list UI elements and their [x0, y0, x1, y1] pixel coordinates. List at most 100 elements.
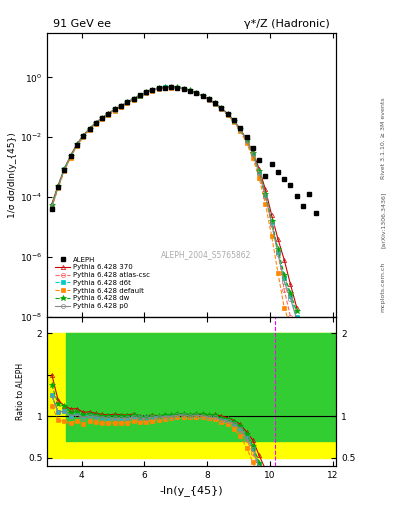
Pythia 6.428 d6t: [56, 184, 61, 190]
Pythia 6.428 dw: [50, 202, 54, 208]
ALEPH: [263, 173, 268, 179]
ALEPH: [244, 134, 249, 140]
Pythia 6.428 default: [194, 90, 198, 96]
Pythia 6.428 p0: [156, 86, 161, 92]
ALEPH: [87, 126, 92, 132]
Pythia 6.428 370: [112, 106, 117, 112]
Pythia 6.428 atlas-csc: [213, 101, 217, 107]
X-axis label: -ln(y_{45}): -ln(y_{45}): [160, 485, 223, 496]
Pythia 6.428 atlas-csc: [294, 323, 299, 329]
Pythia 6.428 dw: [125, 99, 130, 105]
ALEPH: [231, 117, 236, 123]
Pythia 6.428 atlas-csc: [119, 103, 123, 110]
Pythia 6.428 d6t: [138, 93, 142, 99]
Pythia 6.428 d6t: [144, 90, 149, 96]
Pythia 6.428 default: [263, 201, 268, 207]
Pythia 6.428 370: [119, 103, 123, 109]
Pythia 6.428 d6t: [112, 106, 117, 113]
Pythia 6.428 p0: [263, 193, 268, 199]
Pythia 6.428 p0: [144, 90, 149, 96]
ALEPH: [313, 209, 318, 216]
Pythia 6.428 atlas-csc: [87, 126, 92, 132]
Pythia 6.428 atlas-csc: [125, 99, 130, 105]
ALEPH: [156, 86, 161, 92]
Pythia 6.428 p0: [244, 137, 249, 143]
Pythia 6.428 370: [94, 119, 98, 125]
ALEPH: [200, 93, 205, 99]
Pythia 6.428 default: [131, 97, 136, 103]
Y-axis label: Ratio to ALEPH: Ratio to ALEPH: [16, 363, 25, 420]
Pythia 6.428 dw: [156, 86, 161, 92]
Line: Pythia 6.428 dw: Pythia 6.428 dw: [49, 84, 299, 314]
Pythia 6.428 370: [244, 136, 249, 142]
Pythia 6.428 default: [182, 86, 186, 92]
Pythia 6.428 370: [250, 149, 255, 155]
Pythia 6.428 370: [294, 305, 299, 311]
Pythia 6.428 370: [68, 152, 73, 158]
Pythia 6.428 dw: [294, 308, 299, 314]
Pythia 6.428 default: [213, 101, 217, 107]
Pythia 6.428 p0: [112, 106, 117, 113]
Pythia 6.428 p0: [213, 100, 217, 106]
Pythia 6.428 default: [75, 143, 79, 149]
ALEPH: [131, 96, 136, 102]
ALEPH: [175, 85, 180, 91]
Pythia 6.428 d6t: [175, 84, 180, 91]
ALEPH: [238, 124, 242, 131]
Pythia 6.428 dw: [94, 120, 98, 126]
Pythia 6.428 d6t: [219, 105, 224, 112]
Pythia 6.428 atlas-csc: [282, 287, 286, 293]
Pythia 6.428 d6t: [188, 88, 193, 94]
Text: ALEPH_2004_S5765862: ALEPH_2004_S5765862: [161, 250, 251, 259]
Pythia 6.428 dw: [131, 96, 136, 102]
Pythia 6.428 d6t: [282, 275, 286, 281]
Pythia 6.428 d6t: [169, 84, 174, 90]
Pythia 6.428 370: [225, 111, 230, 117]
Pythia 6.428 dw: [213, 100, 217, 106]
Pythia 6.428 p0: [288, 295, 293, 302]
Pythia 6.428 p0: [275, 250, 280, 257]
Pythia 6.428 p0: [75, 142, 79, 148]
Pythia 6.428 p0: [219, 105, 224, 112]
Pythia 6.428 d6t: [75, 141, 79, 147]
Pythia 6.428 p0: [87, 126, 92, 132]
ALEPH: [288, 182, 293, 188]
Pythia 6.428 default: [238, 128, 242, 134]
Pythia 6.428 dw: [119, 103, 123, 109]
Pythia 6.428 d6t: [50, 203, 54, 209]
Pythia 6.428 dw: [138, 93, 142, 99]
ALEPH: [119, 103, 123, 109]
Pythia 6.428 default: [156, 86, 161, 92]
Line: Pythia 6.428 p0: Pythia 6.428 p0: [50, 85, 299, 322]
Pythia 6.428 atlas-csc: [100, 115, 105, 121]
Pythia 6.428 default: [250, 155, 255, 161]
Pythia 6.428 default: [288, 323, 293, 329]
Pythia 6.428 370: [219, 105, 224, 111]
Pythia 6.428 default: [56, 185, 61, 191]
Pythia 6.428 p0: [131, 96, 136, 102]
Pythia 6.428 default: [219, 106, 224, 112]
ALEPH: [75, 142, 79, 148]
Line: Pythia 6.428 d6t: Pythia 6.428 d6t: [50, 85, 299, 319]
Pythia 6.428 atlas-csc: [169, 84, 174, 91]
Pythia 6.428 p0: [231, 118, 236, 124]
Pythia 6.428 default: [231, 119, 236, 125]
Pythia 6.428 370: [213, 100, 217, 106]
Pythia 6.428 p0: [150, 87, 155, 93]
Pythia 6.428 d6t: [182, 86, 186, 92]
Pythia 6.428 d6t: [200, 93, 205, 99]
Pythia 6.428 p0: [50, 203, 54, 209]
Pythia 6.428 370: [275, 236, 280, 242]
Pythia 6.428 370: [163, 84, 167, 91]
Pythia 6.428 dw: [244, 137, 249, 143]
ALEPH: [188, 88, 193, 94]
Pythia 6.428 atlas-csc: [231, 118, 236, 124]
Pythia 6.428 p0: [100, 115, 105, 121]
Pythia 6.428 d6t: [125, 99, 130, 105]
Pythia 6.428 atlas-csc: [156, 86, 161, 92]
Pythia 6.428 default: [106, 112, 111, 118]
ALEPH: [294, 193, 299, 199]
Pythia 6.428 dw: [182, 86, 186, 92]
Pythia 6.428 atlas-csc: [56, 184, 61, 190]
Pythia 6.428 dw: [100, 115, 105, 121]
